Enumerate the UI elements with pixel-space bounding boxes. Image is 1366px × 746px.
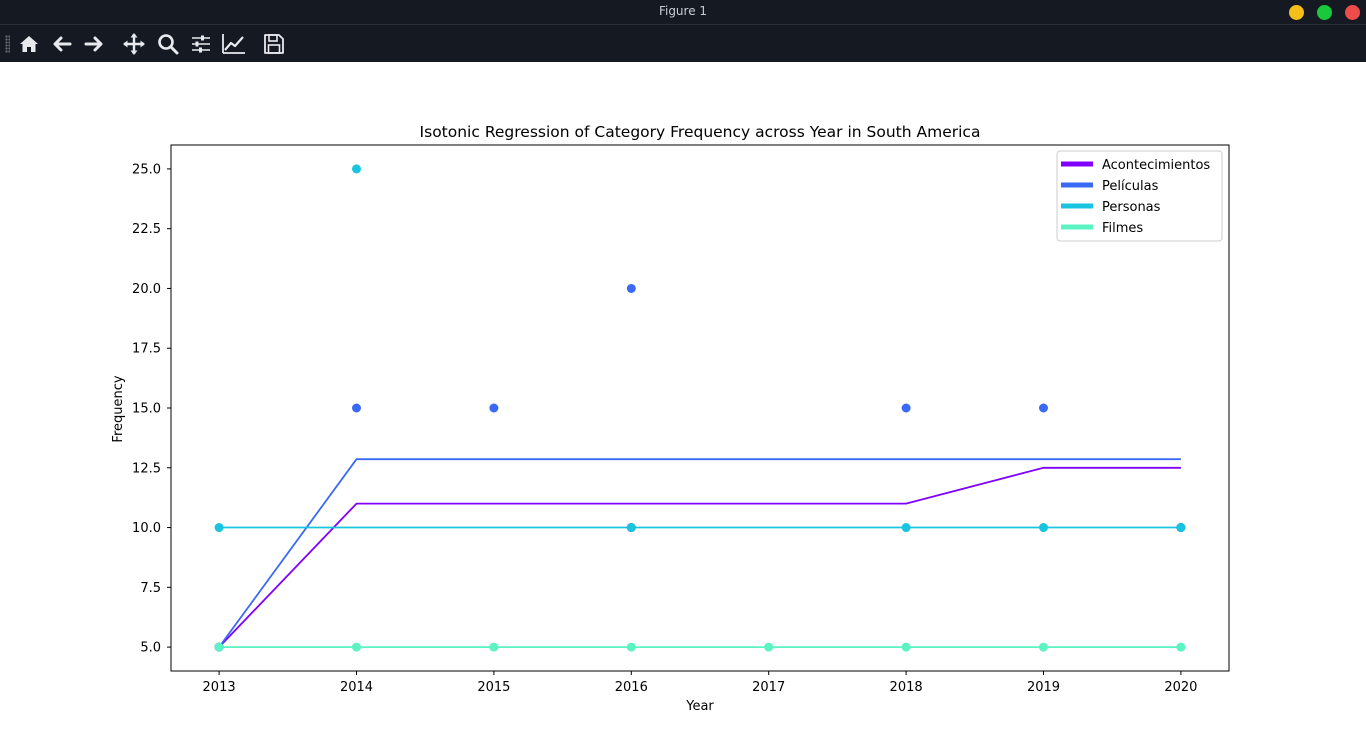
home-icon — [20, 36, 38, 52]
legend: Acontecimientos Películas Personas Filmes — [1056, 150, 1223, 242]
data-point-1 — [626, 283, 636, 293]
data-point-3 — [1176, 642, 1186, 652]
window-title: Figure 1 — [658, 4, 708, 18]
fit-line-1 — [218, 458, 1181, 648]
y-tick-label: 15.0 — [132, 402, 161, 417]
data-point-3 — [214, 642, 224, 652]
minimize-button[interactable] — [1289, 5, 1304, 20]
data-point-2 — [901, 523, 911, 533]
data-point-3 — [626, 642, 636, 652]
x-tick-label: 2020 — [1164, 680, 1197, 695]
y-tick-label: 25.0 — [132, 162, 161, 177]
x-tick-label: 2013 — [203, 680, 236, 695]
data-point-2 — [1039, 523, 1049, 533]
forward-button[interactable] — [81, 31, 107, 57]
y-tick-label: 20.0 — [132, 282, 161, 297]
zoom-magnifier-icon — [158, 34, 179, 55]
legend-label: Personas — [1102, 200, 1161, 215]
pan-move-icon — [123, 33, 145, 55]
configure-subplots-icon — [192, 35, 210, 53]
data-point-1 — [351, 403, 361, 413]
back-button[interactable] — [49, 31, 75, 57]
data-point-2 — [1176, 523, 1186, 533]
y-axis-label: Frequency — [111, 375, 126, 442]
scatter-points — [214, 164, 1186, 652]
x-tick-label: 2016 — [615, 680, 648, 695]
axes-frame — [170, 144, 1230, 672]
back-arrow-icon — [53, 36, 72, 52]
y-tick-label: 17.5 — [132, 342, 161, 357]
x-axis-label: Year — [685, 699, 714, 714]
window-titlebar: Figure 1 — [0, 0, 1366, 24]
y-tick-label: 5.0 — [140, 641, 161, 656]
data-point-3 — [901, 642, 911, 652]
pan-button[interactable] — [121, 31, 147, 57]
chart-canvas: Isotonic Regression of Category Frequenc… — [111, 123, 1230, 714]
configure-subplots-button[interactable] — [188, 31, 214, 57]
axis-ticks: 2013 2014 2015 2016 2017 2018 2019 2020 5.0 7.5 10… — [132, 162, 1197, 695]
toolbar-grip-handle[interactable] — [5, 35, 10, 53]
data-point-3 — [489, 642, 499, 652]
home-button[interactable] — [16, 31, 42, 57]
legend-label: Filmes — [1102, 221, 1143, 236]
chart-title: Isotonic Regression of Category Frequenc… — [420, 123, 981, 141]
plot-area — [214, 164, 1186, 652]
data-point-1 — [1039, 403, 1049, 413]
data-point-2 — [351, 164, 361, 174]
data-point-2 — [214, 523, 224, 533]
save-floppy-icon — [264, 34, 284, 54]
zoom-button[interactable] — [155, 31, 181, 57]
x-tick-label: 2014 — [340, 680, 373, 695]
maximize-button[interactable] — [1317, 5, 1332, 20]
edit-axis-line-icon — [222, 34, 245, 54]
y-tick-label: 10.0 — [132, 521, 161, 536]
y-tick-label: 22.5 — [132, 222, 161, 237]
x-tick-label: 2018 — [890, 680, 923, 695]
data-point-2 — [626, 523, 636, 533]
x-tick-label: 2017 — [752, 680, 785, 695]
y-tick-label: 7.5 — [140, 581, 161, 596]
x-tick-label: 2015 — [477, 680, 510, 695]
fit-line-0 — [218, 466, 1181, 648]
data-point-3 — [764, 642, 774, 652]
data-point-1 — [901, 403, 911, 413]
data-point-1 — [489, 403, 499, 413]
x-tick-label: 2019 — [1027, 680, 1060, 695]
edit-axis-button[interactable] — [221, 31, 247, 57]
y-tick-label: 12.5 — [132, 461, 161, 476]
forward-arrow-icon — [84, 36, 103, 52]
legend-box — [1056, 150, 1223, 242]
close-button[interactable] — [1345, 5, 1360, 20]
navigation-toolbar — [0, 24, 1366, 62]
legend-label: Acontecimientos — [1102, 158, 1210, 173]
save-button[interactable] — [261, 31, 287, 57]
fit-lines — [218, 458, 1181, 648]
data-point-3 — [351, 642, 361, 652]
data-point-3 — [1039, 642, 1049, 652]
legend-label: Películas — [1102, 179, 1159, 194]
